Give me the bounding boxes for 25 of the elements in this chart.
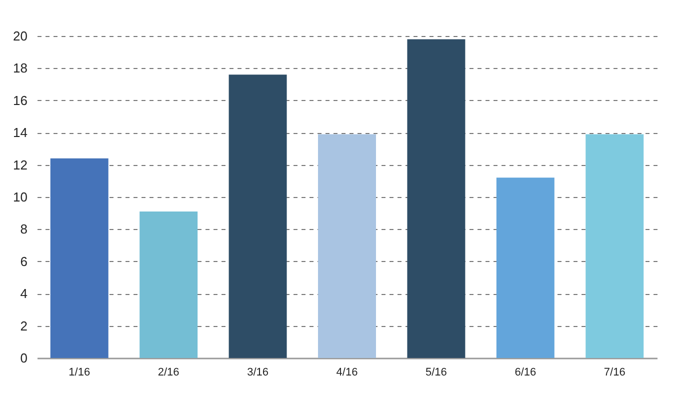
y-tick-label: 6 bbox=[20, 254, 28, 269]
bar bbox=[496, 178, 554, 358]
x-tick-label: 6/16 bbox=[514, 366, 536, 378]
bar bbox=[318, 134, 376, 358]
bar bbox=[407, 39, 466, 358]
x-tick-label: 7/16 bbox=[604, 366, 626, 378]
y-tick-label: 18 bbox=[13, 60, 28, 76]
y-tick-label: 14 bbox=[13, 125, 28, 140]
x-tick-label: 2/16 bbox=[158, 366, 180, 378]
y-tick-label: 20 bbox=[13, 28, 28, 44]
y-tick-label: 10 bbox=[13, 190, 28, 204]
y-tick-label: 16 bbox=[13, 92, 28, 108]
y-tick-label: 4 bbox=[20, 286, 28, 302]
x-tick-label: 5/16 bbox=[426, 366, 447, 378]
y-tick-label: 0 bbox=[20, 350, 28, 366]
bar bbox=[586, 134, 644, 358]
y-tick-label: 12 bbox=[13, 157, 28, 172]
bar bbox=[228, 74, 287, 358]
x-tick-label: 3/16 bbox=[247, 366, 268, 378]
x-tick-label: 4/16 bbox=[336, 366, 358, 378]
bar bbox=[50, 158, 108, 358]
x-tick-label: 1/16 bbox=[68, 366, 90, 378]
bar bbox=[140, 211, 198, 358]
y-tick-label: 8 bbox=[20, 222, 28, 237]
y-tick-label: 2 bbox=[20, 318, 28, 334]
